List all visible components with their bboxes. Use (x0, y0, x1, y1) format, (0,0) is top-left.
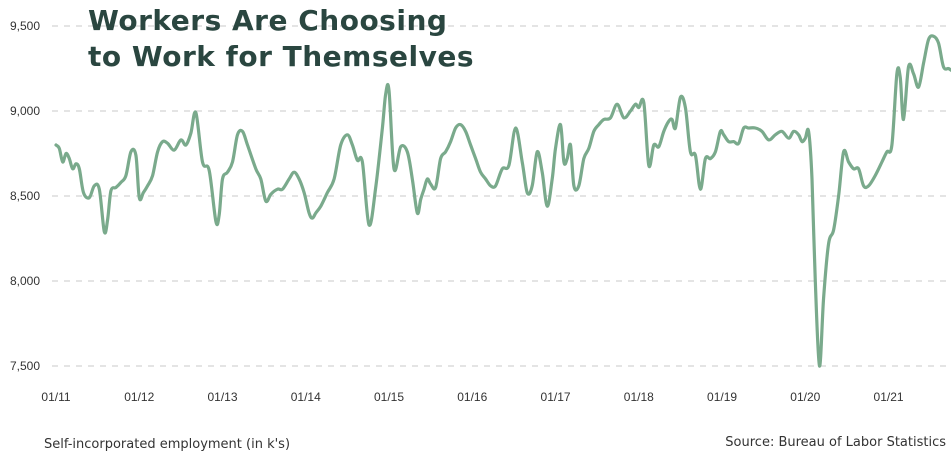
y-tick-label: 9,500 (10, 19, 40, 33)
x-tick-label: 01/13 (207, 390, 237, 404)
y-tick-label: 9,000 (10, 104, 40, 118)
x-tick-label: 01/18 (624, 390, 654, 404)
x-axis-ticks: 01/11 01/12 01/13 01/14 01/15 01/16 01/17 01/18… (41, 390, 903, 404)
x-tick-label: 01/16 (457, 390, 487, 404)
y-axis-ticks: 7,500 8,000 8,500 9,000 9,500 (10, 19, 40, 373)
chart-title-line-1: Workers Are Choosing (88, 4, 447, 37)
chart-title: Workers Are Choosing to Work for Themsel… (88, 4, 474, 73)
y-axis-label: Self-incorporated employment (in k's) (44, 437, 290, 452)
x-tick-label: 01/19 (707, 390, 737, 404)
x-tick-label: 01/21 (874, 390, 904, 404)
x-tick-label: 01/14 (291, 390, 321, 404)
x-tick-label: 01/15 (374, 390, 404, 404)
y-tick-label: 8,500 (10, 189, 40, 203)
x-tick-label: 01/20 (790, 390, 820, 404)
series-line-self-incorporated-employment (54, 34, 951, 368)
x-tick-label: 01/12 (124, 390, 154, 404)
grid-layer (52, 25, 951, 367)
chart-title-line-2: to Work for Themselves (88, 40, 474, 73)
source-note: Source: Bureau of Labor Statistics (725, 435, 946, 450)
x-tick-label: 01/17 (541, 390, 571, 404)
x-tick-label: 01/11 (41, 390, 70, 404)
y-tick-label: 7,500 (10, 359, 40, 373)
y-tick-label: 8,000 (10, 274, 40, 288)
